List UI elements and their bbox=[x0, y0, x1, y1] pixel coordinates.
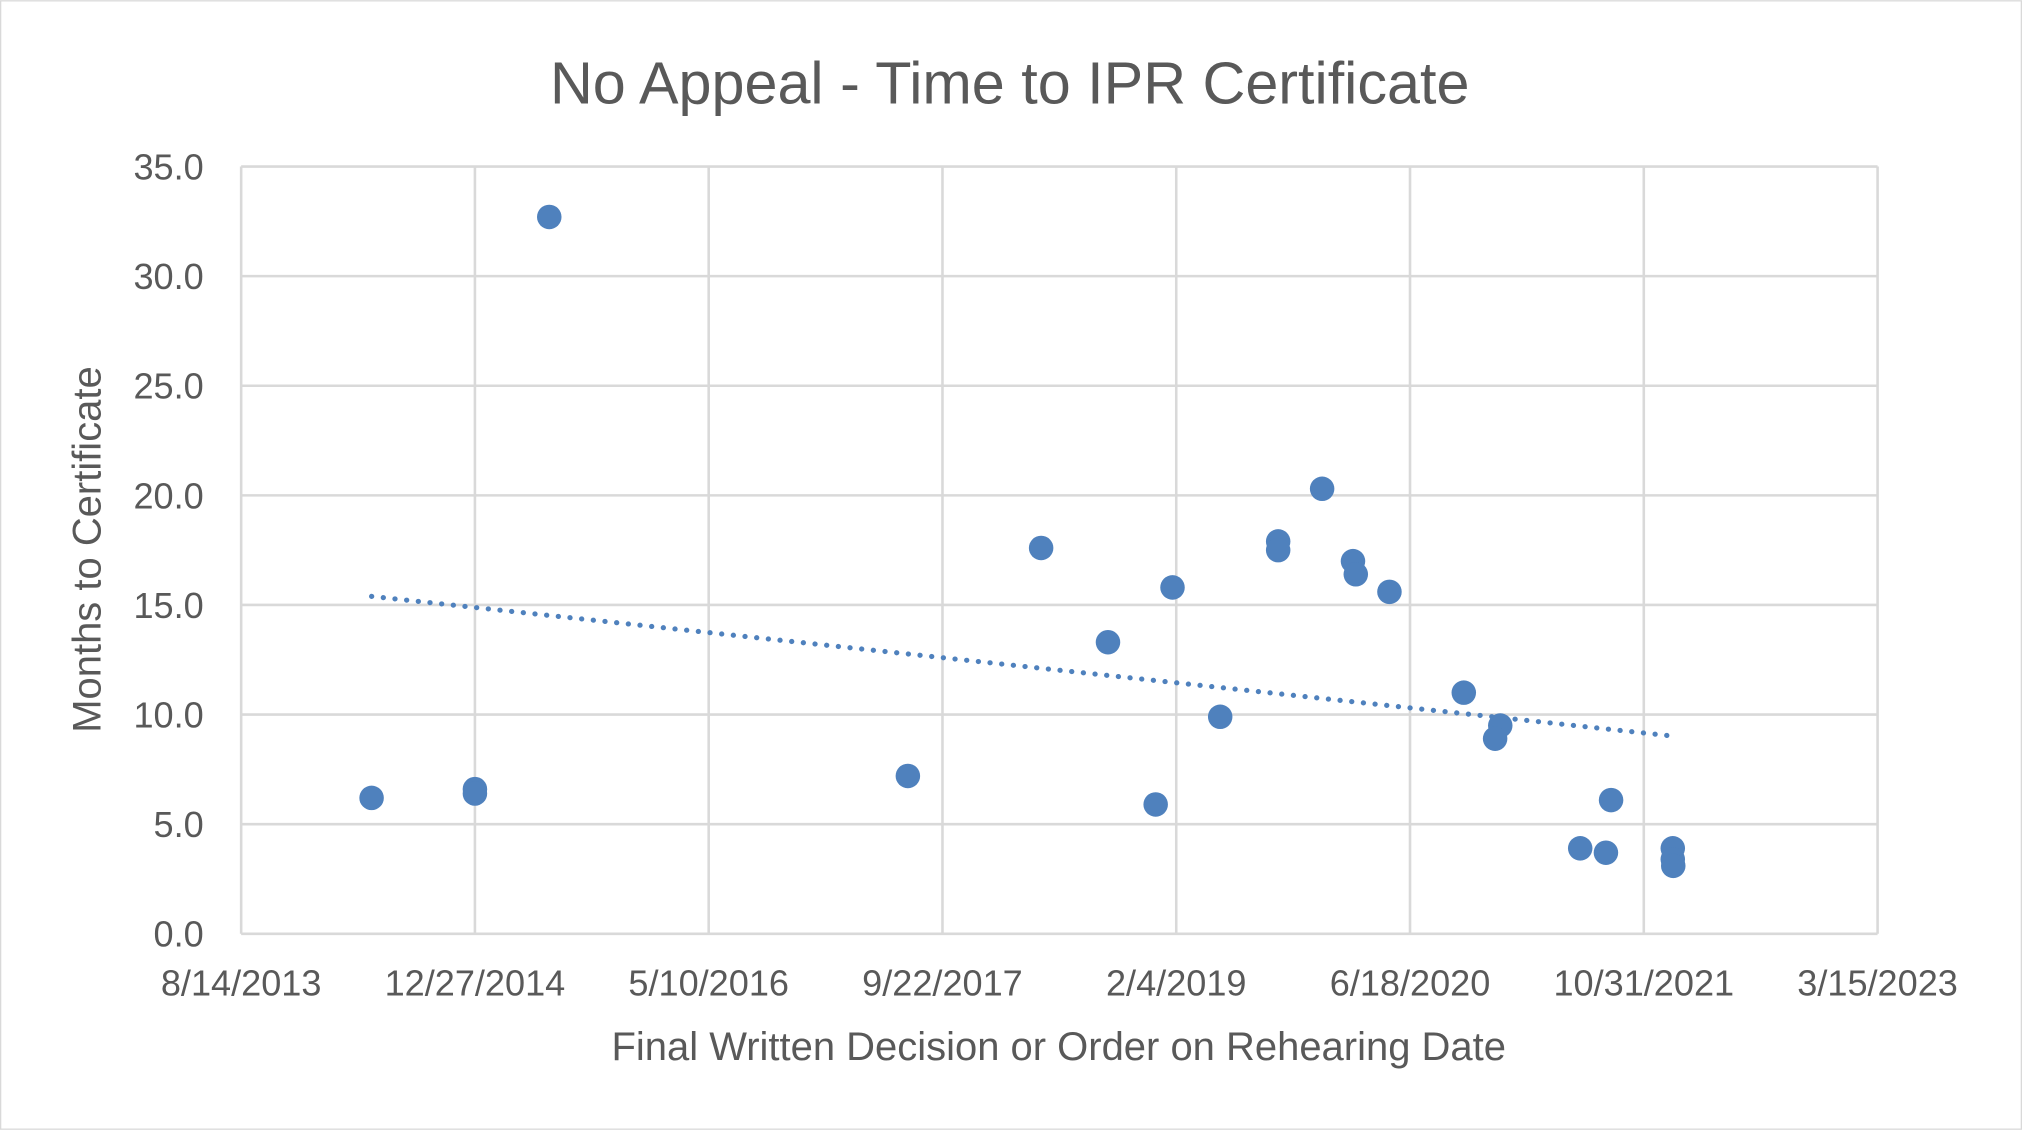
data-point bbox=[1567, 836, 1593, 861]
x-tick-label: 5/10/2016 bbox=[628, 963, 789, 1004]
data-point bbox=[1343, 562, 1369, 587]
y-tick-label: 15.0 bbox=[133, 585, 203, 626]
x-tick-label: 10/31/2021 bbox=[1553, 963, 1734, 1004]
data-point bbox=[1207, 704, 1233, 730]
y-tick-label: 35.0 bbox=[133, 146, 203, 187]
y-tick-label: 25.0 bbox=[133, 366, 203, 407]
trendline bbox=[369, 593, 1676, 739]
y-axis-label: Months to Certificate bbox=[66, 366, 110, 733]
x-tick-label: 3/15/2023 bbox=[1797, 963, 1958, 1004]
data-point bbox=[1095, 629, 1121, 655]
data-point bbox=[895, 763, 921, 789]
x-tick-label: 9/22/2017 bbox=[862, 963, 1023, 1004]
data-point bbox=[1451, 680, 1477, 705]
data-point bbox=[1661, 853, 1686, 879]
data-point bbox=[537, 204, 562, 230]
data-point bbox=[1598, 787, 1624, 813]
data-point bbox=[1377, 579, 1402, 605]
y-tick-label: 5.0 bbox=[154, 804, 204, 845]
data-point bbox=[1309, 476, 1335, 502]
x-tick-label: 6/18/2020 bbox=[1330, 963, 1491, 1004]
data-point bbox=[359, 785, 384, 811]
y-tick-label: 0.0 bbox=[154, 914, 204, 955]
data-point bbox=[1482, 726, 1508, 751]
y-tick-label: 30.0 bbox=[133, 256, 203, 297]
data-point bbox=[1028, 535, 1054, 561]
y-tick-label: 10.0 bbox=[133, 694, 203, 735]
data-point bbox=[1143, 792, 1168, 817]
data-point bbox=[1160, 575, 1185, 600]
data-point bbox=[1265, 537, 1291, 563]
x-axis-label: Final Written Decision or Order on Rehea… bbox=[611, 1025, 1506, 1069]
x-tick-label: 12/27/2014 bbox=[385, 963, 566, 1004]
chart-title: No Appeal - Time to IPR Certificate bbox=[550, 49, 1469, 116]
data-point bbox=[1593, 840, 1619, 865]
x-tick-label: 8/14/2013 bbox=[161, 963, 322, 1004]
data-point bbox=[462, 781, 488, 806]
y-tick-label: 20.0 bbox=[133, 475, 203, 516]
x-tick-label: 2/4/2019 bbox=[1106, 963, 1247, 1004]
